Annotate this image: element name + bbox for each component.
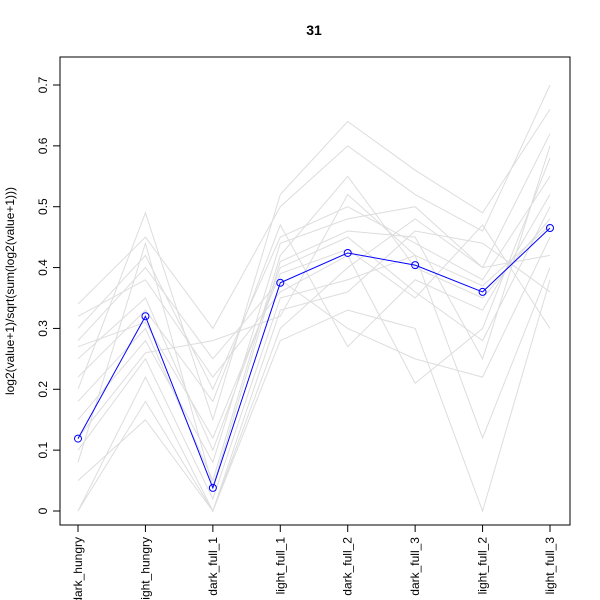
series-point: [343, 248, 352, 257]
series-line: [77, 236, 551, 378]
series-line: [77, 230, 551, 513]
series-line: [77, 157, 551, 384]
y-tick-label: 0.2: [36, 381, 50, 398]
series-line: [77, 206, 551, 452]
series-line: [77, 176, 551, 391]
y-tick-label: 0.1: [36, 441, 50, 458]
series-point: [411, 261, 420, 270]
chart-title: 31: [306, 22, 322, 38]
series-line: [77, 224, 551, 440]
series-line: [77, 145, 551, 489]
x-tick-label: light_hungry: [138, 537, 152, 600]
series-line: [77, 227, 551, 490]
x-tick-label: light_full_1: [273, 537, 287, 595]
x-tick-label: dark_full_3: [408, 537, 422, 596]
series-point: [546, 224, 554, 233]
series-point: [276, 278, 285, 287]
x-tick-label: light_full_2: [476, 537, 490, 595]
series-line: [77, 175, 551, 483]
x-tick-label: dark_hungry: [71, 537, 85, 600]
series-point: [208, 483, 217, 492]
series-line: [77, 206, 551, 464]
y-tick-label: 0.4: [36, 259, 50, 276]
y-tick-label: 0.5: [36, 198, 50, 215]
series-line: [77, 109, 551, 422]
y-tick-label: 0.3: [36, 320, 50, 337]
y-tick-label: 0.7: [36, 76, 50, 93]
series-point: [141, 312, 150, 321]
x-tick-label: dark_full_1: [206, 537, 220, 596]
series-line: [77, 254, 551, 501]
series-point: [478, 287, 487, 296]
y-tick-label: 0.6: [36, 137, 50, 154]
series-line: [77, 193, 551, 439]
y-tick-label: 0: [36, 507, 50, 514]
series-point: [74, 434, 82, 443]
x-tick-label: dark_full_2: [341, 537, 355, 596]
series-line: [77, 194, 551, 403]
series-line: [77, 84, 551, 330]
series-line: [77, 133, 551, 513]
y-axis-label: log2(value+1)/sqrt(sum(log2(value+1))): [3, 187, 17, 395]
series-line: [77, 279, 551, 513]
plot-frame: [59, 56, 571, 526]
x-tick-label: light_full_3: [543, 537, 557, 595]
